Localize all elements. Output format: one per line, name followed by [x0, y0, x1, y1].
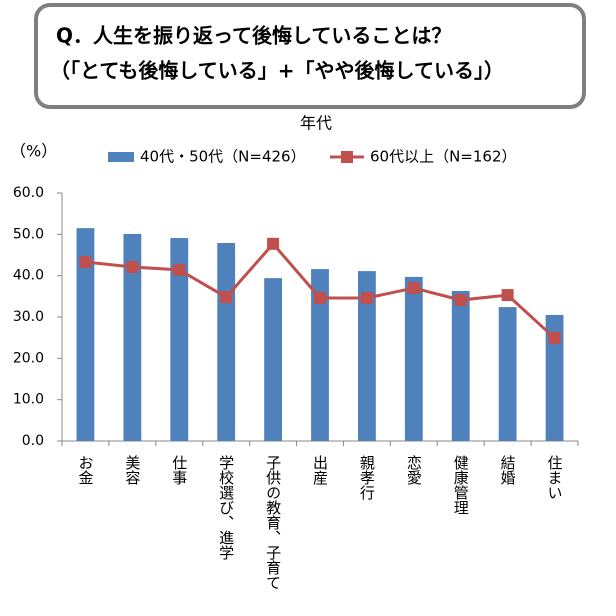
- marker: [126, 260, 139, 273]
- x-tick-label: 結婚: [499, 455, 517, 485]
- legend-swatch: [108, 152, 134, 162]
- x-tick-label: 仕事: [170, 455, 188, 485]
- y-tick-label: 30.0: [13, 309, 44, 325]
- marker: [79, 256, 92, 269]
- bar: [170, 238, 189, 441]
- legend-title: 年代: [300, 114, 332, 133]
- marker: [548, 332, 561, 345]
- legend-swatch: [341, 151, 353, 163]
- bar: [545, 314, 564, 441]
- y-axis-label: （%）: [10, 142, 57, 161]
- bar: [217, 243, 236, 441]
- y-tick-label: 20.0: [13, 350, 44, 366]
- legend-label: 40代・50代（N=426）: [140, 148, 306, 166]
- marker: [173, 263, 186, 276]
- y-tick-label: 0.0: [22, 433, 44, 449]
- y-tick-label: 10.0: [13, 392, 44, 408]
- x-tick-label: 住まい: [546, 455, 564, 500]
- x-tick-label: 親孝行: [358, 455, 376, 501]
- x-tick-label: 健康管理: [452, 455, 470, 515]
- x-tick-label: お金: [76, 455, 94, 485]
- bar: [123, 233, 142, 441]
- marker: [407, 282, 420, 295]
- x-tick-label: 学校選び、進学: [217, 455, 235, 560]
- y-tick-label: 40.0: [13, 268, 44, 284]
- chart-subtitle: （「とても後悔している」+「やや後悔している」）: [50, 59, 504, 83]
- marker: [360, 291, 373, 304]
- marker: [454, 294, 467, 307]
- marker: [501, 289, 514, 302]
- bar: [311, 269, 329, 441]
- bar: [357, 271, 376, 441]
- legend-label: 60代以上（N=162）: [370, 148, 517, 166]
- bar: [498, 307, 517, 441]
- x-tick-label: 子供の教育、子育て: [264, 455, 282, 590]
- x-tick-label: 出産: [311, 455, 329, 486]
- x-tick-label: 美容: [123, 455, 141, 485]
- y-tick-label: 50.0: [13, 226, 44, 242]
- bar: [264, 278, 283, 441]
- x-tick-label: 恋愛: [405, 454, 423, 485]
- bar: [404, 276, 423, 441]
- marker: [314, 291, 326, 304]
- y-tick-label: 60.0: [13, 185, 44, 201]
- title-box: [34, 3, 586, 109]
- marker: [267, 237, 280, 250]
- bar: [76, 228, 95, 441]
- marker: [220, 291, 233, 304]
- chart-title: Q．人生を振り返って後悔していることは？: [56, 24, 451, 48]
- bar: [451, 290, 470, 441]
